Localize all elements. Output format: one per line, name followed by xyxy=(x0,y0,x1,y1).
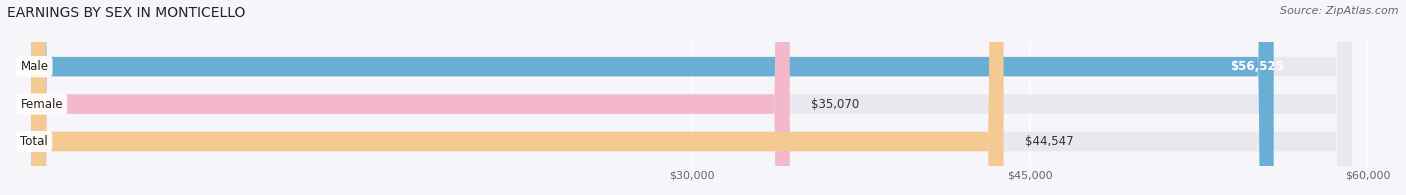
FancyBboxPatch shape xyxy=(31,0,1004,195)
Text: Total: Total xyxy=(21,135,48,148)
Text: Male: Male xyxy=(21,60,48,73)
Text: Source: ZipAtlas.com: Source: ZipAtlas.com xyxy=(1281,6,1399,16)
Text: EARNINGS BY SEX IN MONTICELLO: EARNINGS BY SEX IN MONTICELLO xyxy=(7,6,246,20)
FancyBboxPatch shape xyxy=(31,0,1353,195)
FancyBboxPatch shape xyxy=(31,0,1353,195)
FancyBboxPatch shape xyxy=(31,0,1353,195)
Text: $44,547: $44,547 xyxy=(1025,135,1074,148)
Text: $35,070: $35,070 xyxy=(811,98,859,111)
Text: Female: Female xyxy=(21,98,63,111)
FancyBboxPatch shape xyxy=(31,0,790,195)
FancyBboxPatch shape xyxy=(31,0,1274,195)
Text: $56,525: $56,525 xyxy=(1230,60,1285,73)
